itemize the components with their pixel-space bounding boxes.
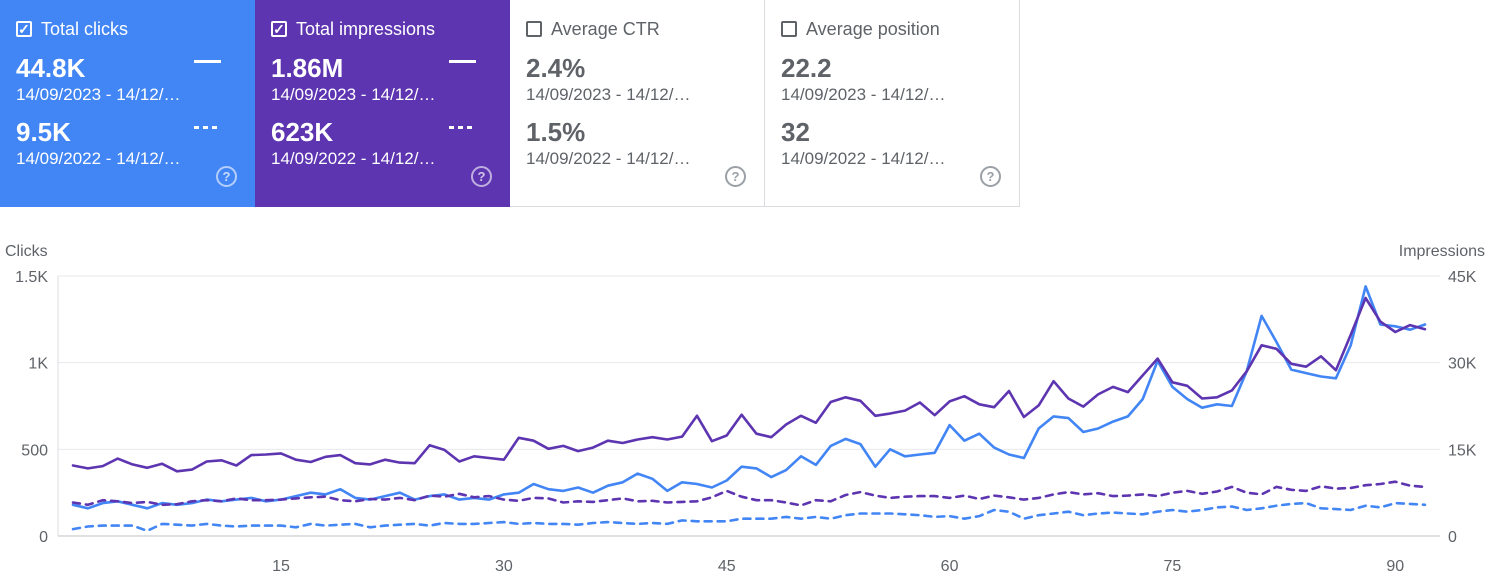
card-label: Average CTR xyxy=(551,18,660,39)
metric-cards: ✓ Total clicks 44.8K 14/09/2023 - 14/12/… xyxy=(0,0,1020,207)
card-label: Total impressions xyxy=(296,18,436,39)
previous-value: 1.5% xyxy=(526,117,586,147)
x-axis-tick-label: 90 xyxy=(1386,558,1404,575)
checkbox-checked-icon[interactable]: ✓ xyxy=(271,21,287,37)
previous-value: 32 xyxy=(781,117,810,147)
help-icon[interactable]: ? xyxy=(471,166,492,187)
previous-range: 14/09/2022 - 14/12/… xyxy=(781,149,946,168)
clicks-current-series-line xyxy=(71,285,1427,510)
left-axis-tick-label: 500 xyxy=(21,442,48,459)
help-icon[interactable]: ? xyxy=(980,166,1001,187)
x-axis-tick-label: 15 xyxy=(272,558,290,575)
card-header: ✓ Total impressions xyxy=(271,15,494,43)
right-axis-tick-label: 0 xyxy=(1448,529,1457,546)
help-icon[interactable]: ? xyxy=(725,166,746,187)
previous-value: 623K xyxy=(271,117,334,147)
previous-range: 14/09/2022 - 14/12/… xyxy=(526,149,691,168)
left-axis-tick-label: 1.5K xyxy=(15,269,48,286)
clicks-previous-series-line xyxy=(71,501,1427,533)
card-header: ✓ Total clicks xyxy=(16,15,239,43)
current-range: 14/09/2023 - 14/12/… xyxy=(781,85,946,104)
impressions-previous-series-line xyxy=(71,480,1427,507)
right-axis-tick-label: 15K xyxy=(1448,442,1477,459)
total-clicks-card[interactable]: ✓ Total clicks 44.8K 14/09/2023 - 14/12/… xyxy=(0,0,255,207)
card-header: Average CTR xyxy=(526,15,748,43)
left-axis-tick-label: 1K xyxy=(28,356,48,373)
checkbox-unchecked-icon[interactable] xyxy=(781,21,797,37)
current-value: 1.86M xyxy=(271,53,344,83)
impressions-current-series-line xyxy=(71,296,1427,473)
total-impressions-card[interactable]: ✓ Total impressions 1.86M 14/09/2023 - 1… xyxy=(255,0,510,207)
current-value: 2.4% xyxy=(526,53,586,83)
current-range: 14/09/2023 - 14/12/… xyxy=(526,85,691,104)
previous-value: 9.5K xyxy=(16,117,71,147)
current-range: 14/09/2023 - 14/12/… xyxy=(16,85,181,104)
performance-chart[interactable]: 0 500 1K 1.5K 0 15K 30K 45K Clicks Impressions 15 3… xyxy=(0,230,1500,585)
current-value: 44.8K xyxy=(16,53,86,83)
right-axis-tick-label: 30K xyxy=(1448,356,1477,373)
left-axis-label: Clicks xyxy=(5,243,48,260)
current-value: 22.2 xyxy=(781,53,832,83)
dashed-line-legend-icon xyxy=(449,126,476,129)
previous-range: 14/09/2022 - 14/12/… xyxy=(271,149,436,168)
dashed-line-legend-icon xyxy=(194,126,221,129)
x-axis-tick-label: 45 xyxy=(718,558,736,575)
help-icon[interactable]: ? xyxy=(216,166,237,187)
left-axis-tick-label: 0 xyxy=(39,529,48,546)
checkbox-unchecked-icon[interactable] xyxy=(526,21,542,37)
solid-line-legend-icon xyxy=(449,60,476,63)
right-axis-label: Impressions xyxy=(1399,243,1485,260)
average-ctr-card[interactable]: Average CTR 2.4% 14/09/2023 - 14/12/… 1.… xyxy=(510,0,765,207)
x-axis-tick-label: 30 xyxy=(495,558,513,575)
current-range: 14/09/2023 - 14/12/… xyxy=(271,85,436,104)
card-label: Total clicks xyxy=(41,18,129,39)
card-label: Average position xyxy=(806,18,940,39)
average-position-card[interactable]: Average position 22.2 14/09/2023 - 14/12… xyxy=(765,0,1020,207)
solid-line-legend-icon xyxy=(194,60,221,63)
previous-range: 14/09/2022 - 14/12/… xyxy=(16,149,181,168)
card-header: Average position xyxy=(781,15,1003,43)
x-axis-tick-label: 60 xyxy=(941,558,959,575)
checkbox-checked-icon[interactable]: ✓ xyxy=(16,21,32,37)
x-axis-tick-label: 75 xyxy=(1164,558,1182,575)
right-axis-tick-label: 45K xyxy=(1448,269,1477,286)
